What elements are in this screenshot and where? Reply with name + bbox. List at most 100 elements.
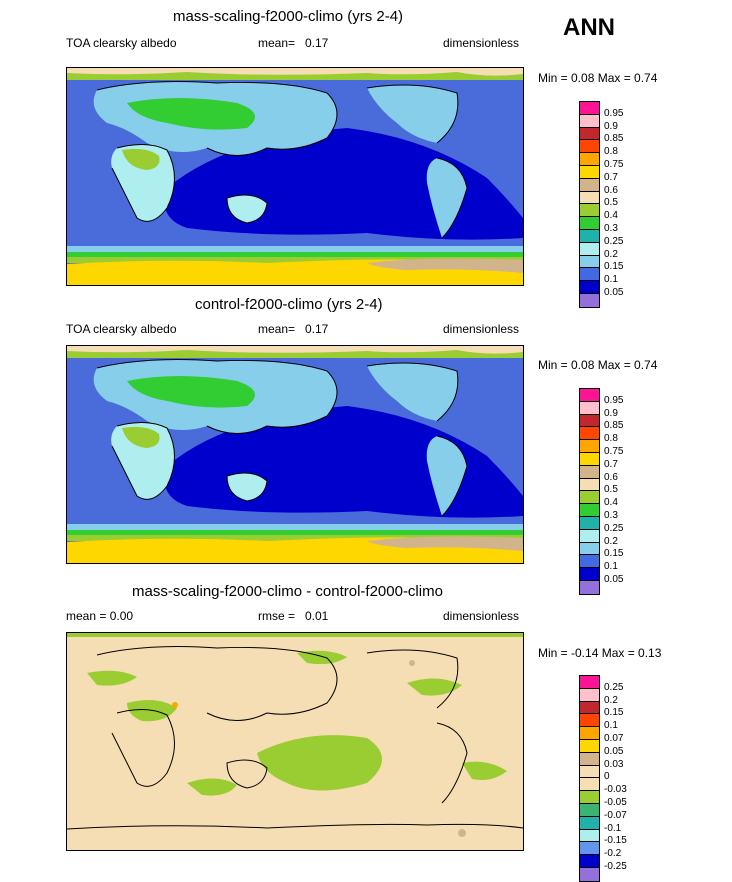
colorbar-segment [580,727,599,740]
colorbar-label: 0.95 [604,107,624,119]
colorbar-segment [580,414,599,428]
colorbar-segment [580,739,599,753]
colorbar-segment [580,153,599,166]
colorbar-label: 0.7 [604,171,618,183]
colorbar-segment [580,191,599,205]
colorbar-label: 0.3 [604,510,618,521]
colorbar-label: 0.4 [604,497,618,509]
colorbar-segment [580,127,599,141]
season-label: ANN [563,14,615,41]
colorbar-segment [580,452,599,466]
colorbar-segment [580,580,599,594]
colorbar-segment [580,281,599,294]
colorbar-label: 0.6 [604,184,618,196]
colorbar-segment [580,714,599,728]
colorbar-label: 0 [604,771,610,783]
colorbar-label: 0.5 [604,197,618,209]
colorbar-segment [580,478,599,492]
colorbar-segment [580,752,599,766]
colorbar-segment [580,102,599,115]
colorbar-segment [580,427,599,441]
panel-1-minmax: Min = 0.08 Max = 0.74 [538,71,658,85]
panel-1-map [66,67,524,286]
colorbar-segment [580,268,599,282]
colorbar-label: 0.25 [604,235,624,247]
panel-3-units: dimensionless [443,609,520,623]
colorbar-segment [580,114,599,128]
panel-2-title: control-f2000-climo (yrs 2-4) [195,296,383,313]
colorbar-label: 0.03 [604,758,624,770]
panel-3-map [66,632,524,851]
panel-1-mean-value: 0.17 [305,36,329,50]
colorbar-segment [580,855,599,868]
colorbar-label: 0.05 [604,574,624,585]
colorbar-segment [580,504,599,517]
colorbar-segment [580,542,599,556]
colorbar-label: 0.7 [604,458,618,470]
panel-1-mean-label: mean= [258,36,296,50]
colorbar-segment [580,204,599,218]
panel-1-units: dimensionless [443,36,520,50]
colorbar-segment [580,255,599,269]
colorbar-label: -0.2 [604,848,622,860]
panel-1-variable: TOA clearsky albedo [66,36,177,50]
colorbar-segment [580,803,599,817]
colorbar-label: 0.75 [604,446,624,457]
panel-1-title: mass-scaling-f2000-climo (yrs 2-4) [173,8,404,25]
panel-3-colorbar [579,675,600,882]
colorbar-segment [580,178,599,192]
colorbar-segment [580,229,599,243]
panel-3-title: mass-scaling-f2000-climo - control-f2000… [132,583,443,600]
colorbar-segment [580,778,599,792]
panel-2-colorbar [579,388,600,595]
colorbar-label: 0.95 [604,394,624,406]
panel-2-units: dimensionless [443,322,520,336]
colorbar-segment [580,516,599,530]
panel-2-variable: TOA clearsky albedo [66,322,177,336]
colorbar-segment [580,765,599,779]
colorbar-label: -0.05 [604,797,627,808]
colorbar-segment [580,491,599,505]
colorbar-label: 0.05 [604,287,624,298]
colorbar-segment [580,791,599,804]
colorbar-segment [580,401,599,415]
colorbar-segment [580,140,599,154]
colorbar-segment [580,529,599,543]
colorbar-label: 0.4 [604,210,618,222]
colorbar-label: 0.15 [604,261,624,273]
colorbar-segment [580,688,599,702]
panel-2-map [66,345,524,564]
colorbar-segment [580,676,599,689]
colorbar-segment [580,568,599,581]
colorbar-label: 0.75 [604,159,624,170]
colorbar-label: 0.15 [604,707,624,719]
panel-3-minmax: Min = -0.14 Max = 0.13 [538,646,662,660]
colorbar-label: 0.8 [604,146,618,158]
colorbar-segment [580,465,599,479]
colorbar-label: 0.3 [604,223,618,234]
colorbar-segment [580,293,599,307]
panel-3-rmse-label: rmse = [258,609,296,623]
colorbar-label: 0.1 [604,274,618,286]
colorbar-segment [580,701,599,715]
colorbar-segment [580,165,599,179]
panel-2-mean-value: 0.17 [305,322,329,336]
colorbar-segment [580,555,599,569]
colorbar-segment [580,867,599,881]
panel-1-colorbar [579,101,600,308]
colorbar-label: 0.2 [604,694,618,706]
colorbar-label: 0.05 [604,745,624,757]
colorbar-label: 0.1 [604,561,618,573]
colorbar-label: 0.15 [604,548,624,560]
panel-2-mean-label: mean= [258,322,296,336]
colorbar-label: 0.9 [604,120,618,132]
colorbar-label: 0.85 [604,133,624,145]
colorbar-label: 0.8 [604,433,618,445]
colorbar-segment [580,217,599,230]
colorbar-label: -0.15 [604,835,627,847]
panel-3-mean: mean = 0.00 [66,609,134,623]
colorbar-label: 0.2 [604,248,618,260]
colorbar-label: -0.07 [604,809,627,821]
colorbar-label: 0.6 [604,471,618,483]
colorbar-label: -0.1 [604,822,622,834]
